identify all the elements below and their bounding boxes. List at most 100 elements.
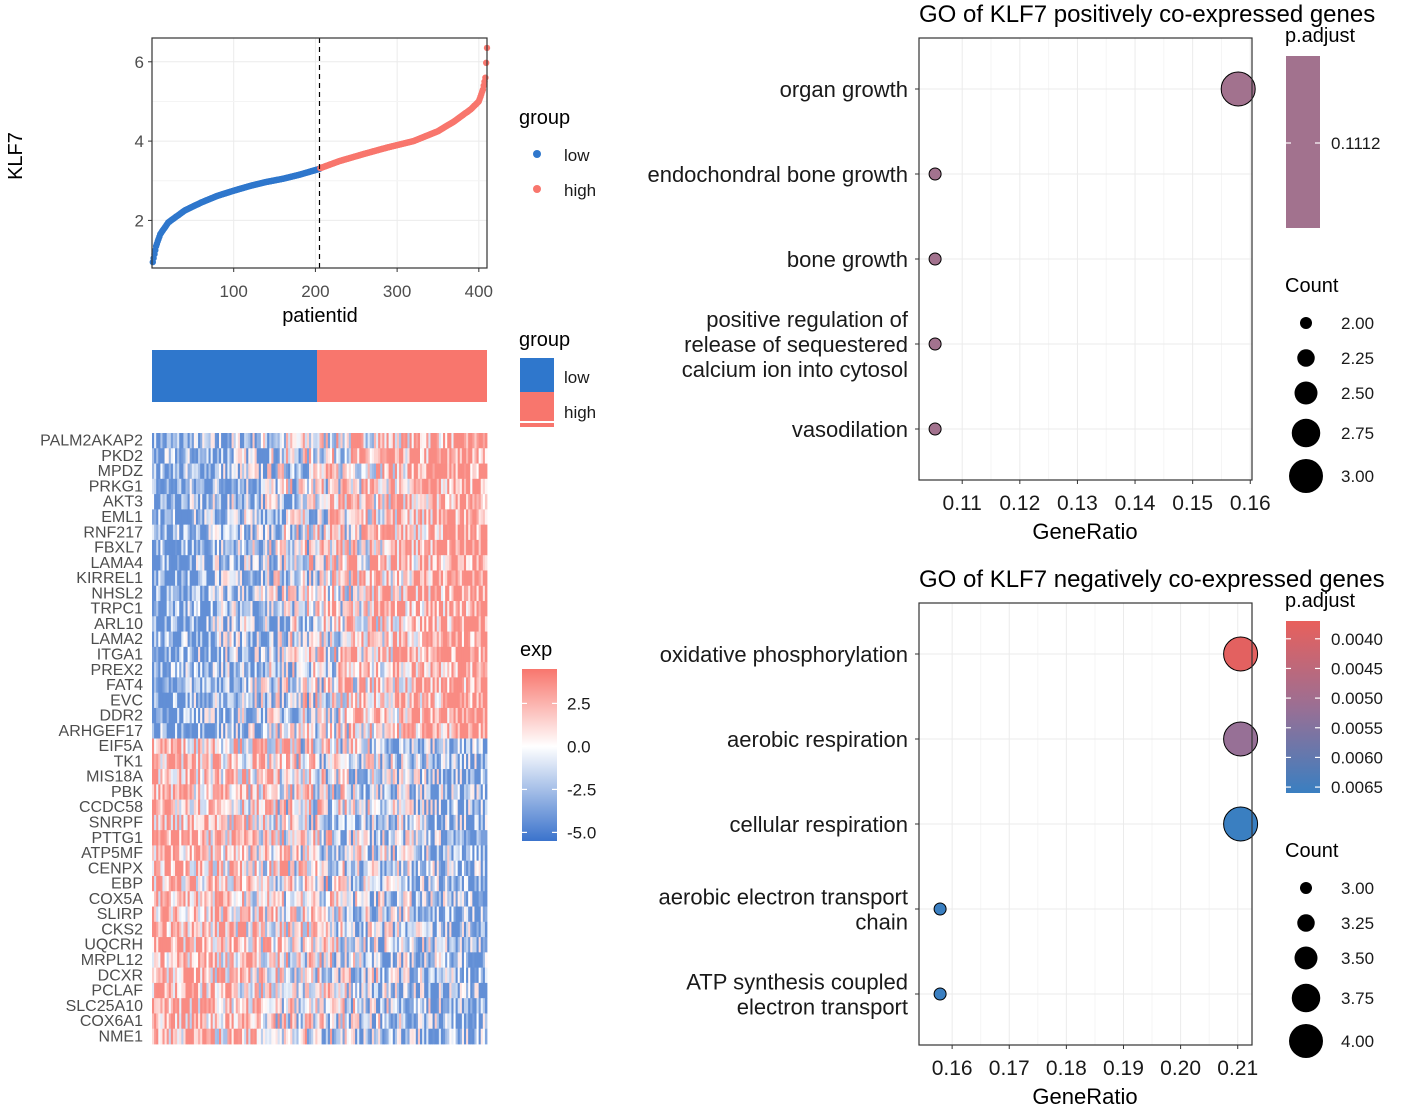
heatmap-cell [325,494,329,510]
heatmap-cell [283,616,287,632]
heatmap-cell [426,845,429,862]
heatmap-cell [225,814,228,831]
heatmap-cell [470,707,473,724]
heatmap-cell [162,601,165,617]
heatmap-cell [422,753,425,770]
heatmap-cell [223,738,226,755]
heatmap-cell [304,646,308,663]
heatmap-cell [164,753,168,770]
heatmap-cell [256,692,260,709]
heatmap-cell [292,539,295,556]
heatmap-cell [237,539,241,556]
heatmap-cell [405,845,408,862]
heatmap-cell [246,814,249,831]
heatmap-cell [227,769,230,785]
heatmap-cell [472,570,475,587]
heatmap-cell [472,539,475,556]
heatmap-cell [256,723,260,739]
heatmap-cell [223,662,226,678]
heatmap-cell [206,616,209,632]
heatmap-cell [453,677,456,694]
heatmap-cell [369,784,373,801]
heatmap-cell [466,524,469,541]
heatmap-cell [367,494,371,510]
heatmap-cell [336,799,339,816]
heatmap-cell [367,585,371,602]
heatmap-cell [315,433,318,449]
heatmap-cell [476,814,480,831]
heatmap-cell [468,646,471,663]
heatmap-cell [350,601,354,617]
heatmap-cell [233,570,237,587]
heatmap-cell [319,692,322,709]
heatmap-cell [172,601,176,617]
heatmap-cell [417,509,421,526]
heatmap-cell [413,784,417,801]
heatmap-cell [380,830,383,846]
heatmap-cell [183,494,186,510]
heatmap-cell [315,646,318,663]
heatmap-cell [262,494,266,510]
heatmap-cell [313,539,316,556]
heatmap-cell [219,616,222,632]
heatmap-cell [168,478,172,495]
heatmap-cell [405,616,408,632]
heatmap-cell [436,646,440,663]
heatmap-cell [311,784,314,801]
heatmap-cell [221,616,224,632]
heatmap-cell [325,677,329,694]
heatmap-cell [281,463,285,480]
heatmap-cell [327,646,331,663]
heatmap-cell [233,814,237,831]
heatmap-cell [459,769,463,785]
heatmap-cell [380,799,383,816]
heatmap-cell [315,677,318,694]
heatmap-cell [447,830,450,846]
heatmap-cell [227,585,230,602]
heatmap-cell [273,509,276,526]
heatmap-cell [453,478,456,495]
heatmap-cell [290,784,293,801]
heatmap-cell [311,448,314,464]
heatmap-cell [376,463,379,480]
heatmap-cell [392,707,396,724]
heatmap-cell [443,570,446,587]
heatmap-cell [262,814,266,831]
heatmap-cell [457,707,461,724]
heatmap-cell [480,845,484,862]
heatmap-cell [235,769,239,785]
heatmap-cell [298,539,302,556]
heatmap-cell [344,448,348,464]
heatmap-cell [154,723,157,739]
data-point-high [482,74,489,81]
heatmap-cell [463,845,467,862]
heatmap-cell [338,723,341,739]
heatmap-cell [426,662,429,678]
heatmap-cell [306,478,310,495]
heatmap-cell [334,707,337,724]
heatmap-cell [434,585,438,602]
heatmap-cell [244,738,247,755]
heatmap-cell [193,570,197,587]
heatmap-cell [407,753,410,770]
heatmap-cell [340,662,343,678]
heatmap-cell [353,830,356,846]
heatmap-cell [254,769,258,785]
heatmap-cell [359,494,362,510]
heatmap-cell [246,707,249,724]
heatmap-cell [468,738,471,755]
heatmap-cell [235,570,239,587]
heatmap-cell [443,662,446,678]
heatmap-cell [158,738,161,755]
heatmap-cell [269,860,272,877]
heatmap-cell [323,478,327,495]
heatmap-cell [369,555,373,571]
heatmap-cell [472,799,475,816]
heatmap-cell [332,463,335,480]
heatmap-cell [267,860,270,877]
heatmap-cell [246,692,249,709]
heatmap-cell [298,570,302,587]
heatmap-cell [359,692,362,709]
heatmap-cell [267,433,270,449]
heatmap-cell [175,860,178,877]
